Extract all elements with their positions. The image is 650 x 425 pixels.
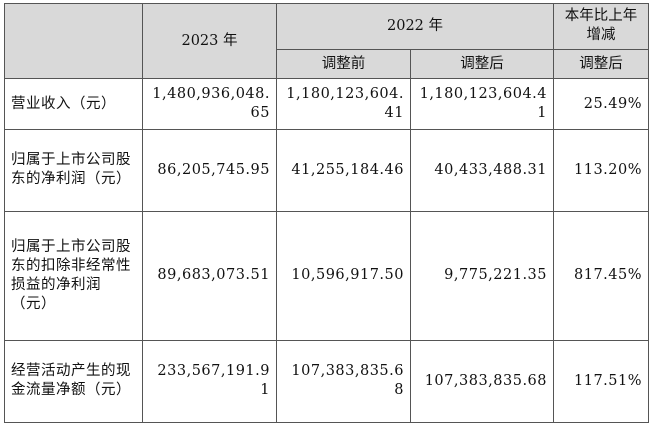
value-change: 113.20%	[553, 128, 650, 212]
value-2022-after: 107,383,835.68	[409, 339, 555, 424]
value-change: 117.51%	[553, 339, 650, 424]
table-row: 经营活动产生的现金流量净额（元） 233,567,191.91 107,383,…	[4, 339, 650, 424]
value-2022-after: 40,433,488.31	[409, 128, 555, 212]
header-yoy-change: 本年比上年增减	[553, 3, 650, 50]
financial-summary-table: 2023 年 2022 年 本年比上年增减 调整前 调整后 调整后 营业收入（元…	[4, 2, 650, 424]
value-2022-before: 107,383,835.68	[276, 339, 411, 424]
row-label: 营业收入（元）	[4, 78, 143, 130]
value-2023: 233,567,191.91	[142, 339, 277, 424]
header-row-1: 2023 年 2022 年 本年比上年增减	[4, 2, 650, 80]
header-blank-cell	[4, 2, 143, 80]
header-year-2023: 2023 年	[142, 2, 277, 80]
row-label: 归属于上市公司股东的净利润（元）	[4, 128, 143, 212]
table-row: 归属于上市公司股东的净利润（元） 86,205,745.95 41,255,18…	[4, 128, 650, 212]
header-row-2: 调整前 调整后 调整后	[5, 48, 650, 80]
value-2022-after: 9,775,221.35	[409, 210, 555, 341]
value-2022-before: 1,180,123,604.41	[276, 78, 411, 130]
value-2022-before: 10,596,917.50	[276, 210, 411, 341]
value-2022-after: 1,180,123,604.41	[409, 78, 555, 130]
header-before-adjust: 调整前	[276, 48, 411, 80]
value-2023: 89,683,073.51	[142, 210, 277, 341]
row-label: 经营活动产生的现金流量净额（元）	[4, 339, 143, 424]
row-label: 归属于上市公司股东的扣除非经常性损益的净利润（元）	[4, 210, 143, 341]
value-2023: 1,480,936,048.65	[142, 78, 277, 130]
value-change: 817.45%	[553, 210, 650, 341]
value-2023: 86,205,745.95	[142, 128, 277, 212]
header-yoy-after-adjust: 调整后	[553, 48, 650, 80]
header-after-adjust: 调整后	[409, 48, 555, 80]
value-2022-before: 41,255,184.46	[276, 128, 411, 212]
table-row: 归属于上市公司股东的扣除非经常性损益的净利润（元） 89,683,073.51 …	[4, 210, 650, 341]
table-row: 营业收入（元） 1,480,936,048.65 1,180,123,604.4…	[4, 78, 650, 130]
header-year-2022: 2022 年	[275, 3, 555, 50]
value-change: 25.49%	[553, 78, 650, 130]
